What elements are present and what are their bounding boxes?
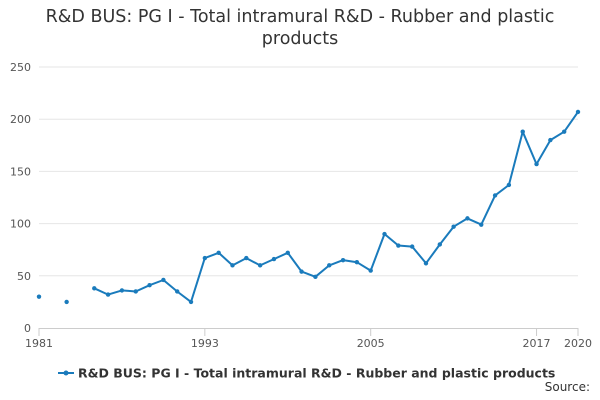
legend-label[interactable]: R&D BUS: PG I - Total intramural R&D - R… [78, 366, 555, 381]
data-point-1994[interactable] [216, 250, 221, 256]
legend-marker [63, 370, 69, 376]
data-point-1986[interactable] [105, 292, 111, 297]
data-point-2005[interactable] [368, 268, 373, 273]
source-label: Source: [544, 380, 590, 394]
x-axis: 1981 1993 2005 2017 2020 [25, 328, 592, 350]
data-point-2001[interactable] [313, 274, 318, 280]
data-point-2017[interactable] [534, 161, 539, 167]
data-point-2007[interactable] [396, 243, 401, 248]
x-tick-label: 2020 [564, 337, 592, 350]
data-point-2015[interactable] [506, 182, 512, 188]
x-tick-label: 2017 [523, 337, 551, 350]
x-tick-label: 1981 [25, 337, 53, 350]
data-point-1991[interactable] [175, 289, 180, 294]
data-point-2002[interactable] [327, 263, 332, 268]
x-tick-label: 2005 [357, 337, 385, 350]
data-point-1998[interactable] [271, 256, 277, 262]
data-point-1987[interactable] [119, 288, 125, 293]
series-line [93, 111, 579, 303]
data-point-2000[interactable] [299, 269, 304, 274]
series-points [36, 109, 581, 305]
data-point-2011[interactable] [451, 224, 456, 229]
data-point-2016[interactable] [520, 129, 525, 134]
data-point-1988[interactable] [133, 289, 138, 294]
data-point-2014[interactable] [492, 193, 498, 198]
y-tick-label: 200 [10, 113, 31, 126]
y-tick-label: 250 [10, 61, 31, 74]
y-axis-ticks: 0 50 100 150 200 250 [10, 61, 31, 335]
chart-title-line-2: products [261, 29, 339, 49]
data-point-1989[interactable] [147, 282, 152, 288]
data-point-2006[interactable] [382, 231, 387, 237]
data-point-1995[interactable] [230, 263, 235, 268]
data-point-2003[interactable] [340, 257, 346, 263]
y-tick-label: 150 [10, 165, 31, 178]
data-point-1997[interactable] [257, 263, 263, 268]
data-point-1999[interactable] [285, 250, 290, 256]
y-tick-label: 100 [10, 218, 31, 231]
data-point-2010[interactable] [437, 242, 442, 247]
series-path [93, 111, 579, 303]
data-point-1985[interactable] [92, 286, 97, 291]
y-tick-label: 0 [24, 322, 31, 335]
data-point-2008[interactable] [409, 244, 415, 249]
data-point-1992[interactable] [188, 299, 194, 305]
x-tick-label: 1993 [191, 337, 219, 350]
data-point-1981[interactable] [36, 294, 42, 299]
data-point-1983[interactable] [64, 299, 69, 305]
data-point-2004[interactable] [354, 260, 360, 265]
data-point-2012[interactable] [465, 216, 470, 221]
data-point-2009[interactable] [423, 261, 429, 266]
data-point-2013[interactable] [479, 222, 484, 227]
grid-lines [39, 66, 578, 277]
y-tick-label: 50 [17, 270, 31, 283]
data-point-1990[interactable] [161, 277, 166, 283]
legend[interactable]: R&D BUS: PG I - Total intramural R&D - R… [58, 366, 555, 381]
chart-title-line-1: R&D BUS: PG I - Total intramural R&D - R… [45, 7, 555, 27]
data-point-2019[interactable] [561, 129, 567, 134]
chart-title: R&D BUS: PG I - Total intramural R&D - R… [0, 6, 600, 50]
data-point-2018[interactable] [548, 137, 553, 143]
data-point-1993[interactable] [202, 255, 208, 261]
data-point-2020[interactable] [575, 109, 581, 115]
data-point-1996[interactable] [244, 255, 249, 261]
